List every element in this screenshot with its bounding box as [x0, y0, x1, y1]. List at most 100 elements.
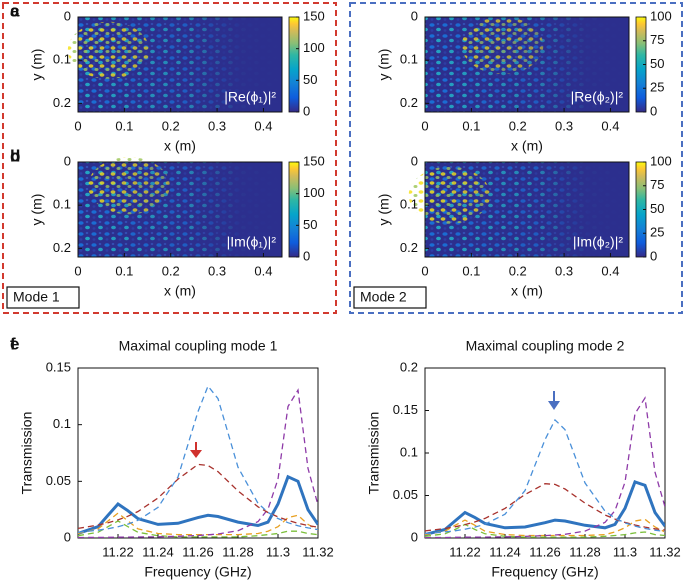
series-line [425, 483, 665, 532]
x-tick-label: 0.2 [162, 263, 180, 278]
y-tick-label: 0 [64, 153, 71, 168]
series-line [78, 474, 318, 535]
panel-letter: c [10, 1, 19, 20]
x-axis-label: x (m) [511, 138, 543, 154]
x-axis-label: x (m) [164, 138, 196, 154]
colorbar-tick-label: 75 [650, 177, 664, 192]
panel-letter: b [10, 146, 20, 165]
x-tick-label: 0.2 [509, 118, 527, 133]
x-tick-label: 0.3 [208, 118, 226, 133]
mode-label: Mode 2 [360, 289, 407, 305]
field-label: |Im(ϕ₁)|² [227, 234, 277, 250]
x-tick-label: 0.2 [509, 263, 527, 278]
x-tick-label: 0.1 [115, 263, 133, 278]
chart-title: Maximal coupling mode 2 [466, 338, 625, 354]
y-tick-label: 0.2 [400, 240, 418, 255]
y-tick-label: 0.1 [400, 52, 418, 67]
y-tick-label: 0.2 [400, 95, 418, 110]
colorbar-tick-label: 75 [650, 32, 664, 47]
y-tick-label: 0.2 [53, 95, 71, 110]
series-line [78, 384, 318, 533]
x-tick-label: 11.22 [102, 544, 134, 559]
y-tick-label: 0.1 [400, 444, 418, 459]
axes-frame [424, 367, 666, 539]
colorbar-tick-label: 50 [303, 72, 317, 87]
heatmap-fade [425, 162, 629, 257]
colorbar-tick-label: 100 [650, 8, 672, 23]
axes-frame [424, 161, 630, 258]
x-tick-label: 0.4 [254, 118, 272, 133]
x-tick-label: 11.24 [489, 544, 521, 559]
x-tick-label: 11.3 [266, 544, 290, 559]
colorbar-tick-label: 0 [650, 103, 657, 118]
series-line [78, 463, 318, 530]
x-tick-label: 0 [74, 118, 81, 133]
x-axis-label: x (m) [164, 283, 196, 299]
series-line [78, 388, 318, 538]
x-tick-label: 11.32 [649, 544, 681, 559]
x-tick-label: 0 [74, 263, 81, 278]
x-tick-label: 0.1 [115, 118, 133, 133]
x-tick-label: 0.4 [601, 263, 619, 278]
axes-frame [77, 16, 283, 113]
chart-title: Maximal coupling mode 1 [119, 338, 278, 354]
series-line [425, 396, 665, 538]
colorbar-tick-label: 25 [650, 80, 664, 95]
arrow-head [548, 401, 560, 410]
group-frame [349, 2, 683, 314]
colorbar-tick-label: 50 [650, 201, 664, 216]
series-line [425, 418, 665, 535]
x-tick-label: 11.26 [182, 544, 214, 559]
x-tick-label: 0.4 [254, 263, 272, 278]
y-tick-label: 0.15 [46, 359, 71, 374]
y-tick-label: 0 [64, 529, 71, 544]
x-tick-label: 11.24 [142, 544, 174, 559]
y-tick-label: 0.05 [46, 473, 71, 488]
colorbar-tick-label: 50 [303, 217, 317, 232]
y-tick-label: 0.1 [53, 52, 71, 67]
y-tick-label: 0.1 [53, 416, 71, 431]
y-tick-label: 0.2 [53, 240, 71, 255]
mode-box [353, 286, 427, 309]
x-tick-label: 11.3 [613, 544, 637, 559]
x-tick-label: 11.22 [449, 544, 481, 559]
y-tick-label: 0 [411, 153, 418, 168]
colorbar [288, 16, 300, 113]
y-axis-label: y (m) [29, 49, 45, 81]
x-tick-label: 0.3 [208, 263, 226, 278]
field-label: |Im(ϕ₂)|² [573, 234, 623, 250]
colorbar-tick-label: 25 [650, 225, 664, 240]
y-axis-label: y (m) [376, 49, 392, 81]
mode-label: Mode 1 [13, 289, 60, 305]
group-frame [2, 2, 337, 314]
y-axis-label: Transmission [19, 412, 35, 495]
x-tick-label: 11.28 [569, 544, 601, 559]
y-tick-label: 0.1 [400, 197, 418, 212]
panel-letter: a [10, 1, 20, 20]
x-axis-label: Frequency (GHz) [491, 564, 598, 580]
x-tick-label: 11.26 [529, 544, 561, 559]
axes-frame [77, 161, 283, 258]
heatmap-fade [78, 162, 282, 257]
x-axis-label: Frequency (GHz) [144, 564, 251, 580]
panel-letter: f [10, 334, 16, 353]
axes-frame [424, 16, 630, 113]
x-tick-label: 0.3 [555, 118, 573, 133]
heatmap-fade [425, 17, 629, 112]
colorbar-tick-label: 50 [650, 56, 664, 71]
colorbar [288, 161, 300, 258]
colorbar-tick-label: 150 [303, 153, 325, 168]
colorbar-tick-label: 100 [303, 40, 325, 55]
x-tick-label: 0 [421, 118, 428, 133]
y-tick-label: 0 [64, 8, 71, 23]
y-tick-label: 0 [411, 8, 418, 23]
arrow-head [190, 450, 202, 458]
x-tick-label: 0 [421, 263, 428, 278]
y-axis-label: Transmission [366, 412, 382, 495]
y-axis-label: y (m) [29, 194, 45, 226]
x-tick-label: 0.1 [462, 118, 480, 133]
x-axis-label: x (m) [511, 283, 543, 299]
field-label: |Re(ϕ₁)|² [224, 89, 276, 105]
